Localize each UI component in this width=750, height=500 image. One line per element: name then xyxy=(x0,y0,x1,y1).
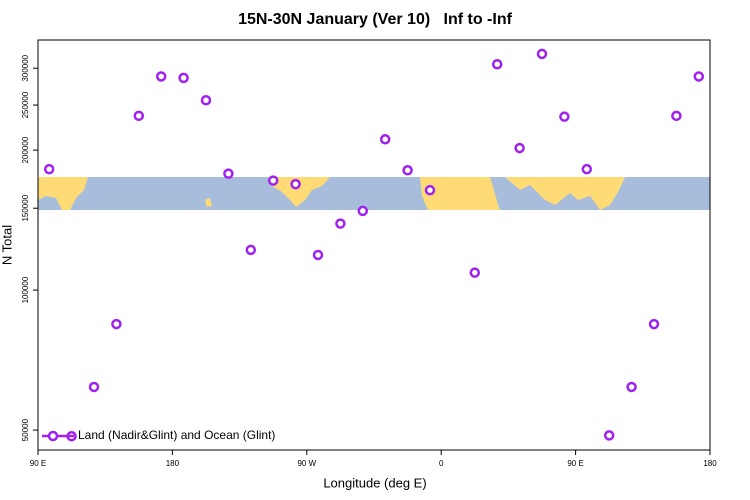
legend-label: Land (Nadir&Glint) and Ocean (Glint) xyxy=(78,428,275,442)
data-point xyxy=(693,71,705,82)
data-point xyxy=(88,381,100,393)
x-tick-label: 180 xyxy=(166,459,180,468)
data-point xyxy=(514,142,525,154)
data-point xyxy=(379,134,391,145)
y-tick-label: 250000 xyxy=(21,91,30,118)
y-tick-label: 50000 xyxy=(21,418,30,441)
data-point xyxy=(424,184,436,196)
y-tick-label: 200000 xyxy=(21,136,30,163)
data-point xyxy=(626,381,637,393)
data-point xyxy=(648,318,660,330)
x-tick-label: 180 xyxy=(703,459,717,468)
data-point xyxy=(111,318,122,330)
data-point xyxy=(200,95,212,106)
data-point xyxy=(603,430,615,441)
data-point xyxy=(536,48,548,60)
data-point xyxy=(491,58,503,70)
data-point xyxy=(581,163,593,175)
plot-frame xyxy=(37,39,711,451)
data-point xyxy=(223,168,234,179)
y-tick-label: 150000 xyxy=(21,194,30,221)
data-point xyxy=(469,267,481,278)
data-point xyxy=(290,178,301,190)
data-point xyxy=(671,110,682,122)
data-point xyxy=(335,218,346,229)
x-tick-label: 90 W xyxy=(297,459,316,468)
chart-title: 15N-30N January (Ver 10) Inf to -Inf xyxy=(238,11,513,28)
data-point xyxy=(402,165,413,176)
y-axis-label: N Total xyxy=(0,225,14,265)
data-point xyxy=(178,72,189,84)
data-point xyxy=(245,244,257,256)
data-point xyxy=(155,71,167,82)
legend-item: Land (Nadir&Glint) and Ocean (Glint) xyxy=(42,428,275,442)
x-tick-label: 90 E xyxy=(567,459,583,468)
map-strip xyxy=(38,177,710,210)
y-tick-label: 100000 xyxy=(21,276,30,303)
data-point xyxy=(133,110,145,122)
x-axis-label: Longitude (deg E) xyxy=(323,475,426,490)
data-point xyxy=(312,249,324,261)
legend-marker xyxy=(47,430,59,442)
data-point xyxy=(267,175,279,186)
x-tick-label: 0 xyxy=(439,459,444,468)
y-tick-label: 300000 xyxy=(21,54,30,81)
data-point xyxy=(357,205,369,217)
x-tick-label: 90 E xyxy=(30,459,46,468)
data-point xyxy=(43,163,55,175)
data-point xyxy=(559,111,570,122)
